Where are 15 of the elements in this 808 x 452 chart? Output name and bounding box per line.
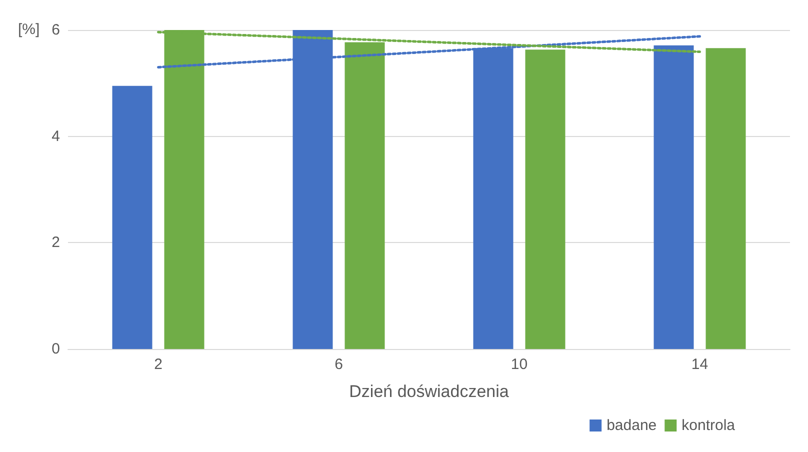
bar [654,45,694,349]
x-tick-label: 6 [334,356,343,373]
x-tick-label: 2 [154,356,162,373]
x-tick-label: 10 [510,356,528,373]
bar [112,86,152,349]
bar [706,48,746,349]
y-axis-title: [%] [18,21,40,38]
y-tick-label: 2 [52,234,60,252]
y-tick-label: 4 [52,128,60,145]
x-axis-title: Dzień doświadczenia [349,382,510,401]
y-tick-label: 6 [52,22,60,38]
legend-label: kontrola [682,417,736,434]
x-tick-label: 14 [691,356,708,373]
legend-label: badane [606,417,657,434]
y-tick-label: 0 [52,340,60,358]
